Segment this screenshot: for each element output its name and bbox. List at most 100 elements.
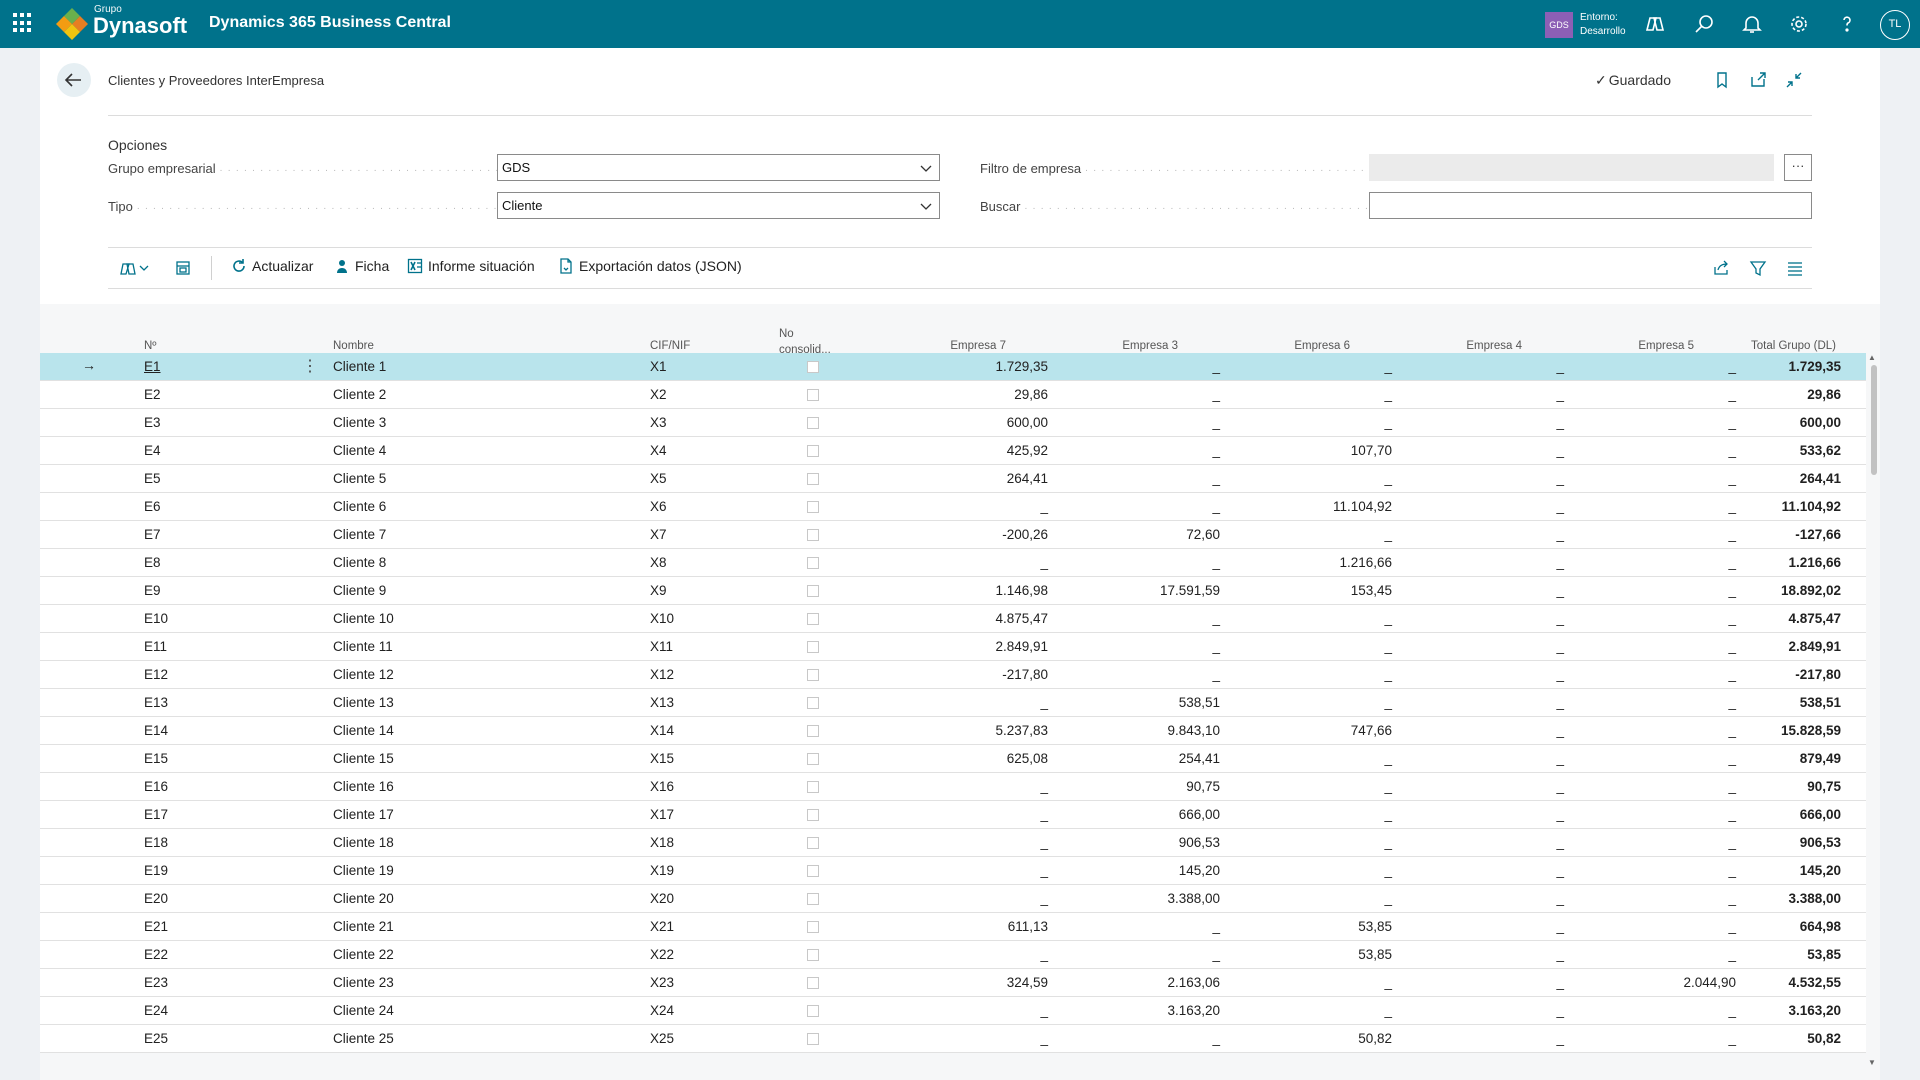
filtro-empresa-input[interactable] [1369,154,1774,181]
no-consolidado-checkbox[interactable] [807,837,819,849]
back-button[interactable] [57,63,91,97]
column-header-empresa-3[interactable]: Empresa 3 [1122,340,1178,352]
cell-no[interactable]: E23 [144,975,169,990]
cell-no[interactable]: E20 [144,891,169,906]
table-row[interactable]: E25 Cliente 25 X25 _ _ 50,82 _ _ 50,82 [40,1025,1866,1053]
user-avatar[interactable]: TL [1880,10,1910,40]
cell-no[interactable]: E11 [144,639,168,654]
column-header-total-grupo[interactable]: Total Grupo (DL) [1750,340,1836,352]
no-consolidado-checkbox[interactable] [807,529,819,541]
table-row[interactable]: E10 Cliente 10 X10 4.875,47 _ _ _ _ 4.87… [40,605,1866,633]
cell-no[interactable]: E5 [144,471,161,486]
cell-no[interactable]: E1 [144,359,161,374]
cell-no[interactable]: E14 [144,723,169,738]
no-consolidado-checkbox[interactable] [807,865,819,877]
no-consolidado-checkbox[interactable] [807,1005,819,1017]
cell-no[interactable]: E9 [144,583,161,598]
no-consolidado-checkbox[interactable] [807,361,819,373]
row-actions-icon[interactable]: ⋮ [302,358,318,375]
cell-no[interactable]: E18 [144,835,169,850]
table-row[interactable]: E23 Cliente 23 X23 324,59 2.163,06 _ _ 2… [40,969,1866,997]
cell-no[interactable]: E22 [144,947,169,962]
no-consolidado-checkbox[interactable] [807,445,819,457]
no-consolidado-checkbox[interactable] [807,669,819,681]
no-consolidado-checkbox[interactable] [807,781,819,793]
table-row[interactable]: E5 Cliente 5 X5 264,41 _ _ _ _ 264,41 [40,465,1866,493]
no-consolidado-checkbox[interactable] [807,557,819,569]
column-header-empresa-4[interactable]: Empresa 4 [1466,340,1522,352]
cell-no[interactable]: E24 [144,1003,169,1018]
app-launcher-icon[interactable] [13,13,33,33]
table-row[interactable]: E21 Cliente 21 X21 611,13 _ 53,85 _ _ 66… [40,913,1866,941]
cell-no[interactable]: E4 [144,443,161,458]
table-row[interactable]: E13 Cliente 13 X13 _ 538,51 _ _ _ 538,51 [40,689,1866,717]
cell-no[interactable]: E3 [144,415,161,430]
layout-toggle-icon[interactable] [175,260,191,276]
table-row[interactable]: E1 Cliente 1 X1 1.729,35 _ _ _ _ 1.729,3… [40,353,1866,381]
filter-icon[interactable] [1749,259,1767,277]
no-consolidado-checkbox[interactable] [807,725,819,737]
grupo-empresarial-select[interactable]: GDS [497,154,940,181]
cell-no[interactable]: E21 [144,919,169,934]
copilot-dropdown-icon[interactable] [120,260,150,276]
share-icon[interactable] [1712,259,1730,277]
table-row[interactable]: E17 Cliente 17 X17 _ 666,00 _ _ _ 666,00 [40,801,1866,829]
cell-no[interactable]: E12 [144,667,169,682]
app-title[interactable]: Dynamics 365 Business Central [209,14,451,31]
cell-no[interactable]: E25 [144,1031,169,1046]
column-header-empresa-5[interactable]: Empresa 5 [1638,340,1694,352]
table-row[interactable]: E2 Cliente 2 X2 29,86 _ _ _ _ 29,86 [40,381,1866,409]
no-consolidado-checkbox[interactable] [807,613,819,625]
search-icon[interactable] [1692,12,1716,36]
grid-scrollbar[interactable]: ▲ ▼ [1868,353,1878,1073]
gear-icon[interactable] [1787,12,1811,36]
table-row[interactable]: E11 Cliente 11 X11 2.849,91 _ _ _ _ 2.84… [40,633,1866,661]
table-row[interactable]: E18 Cliente 18 X18 _ 906,53 _ _ _ 906,53 [40,829,1866,857]
actualizar-button[interactable]: Actualizar [231,258,313,274]
no-consolidado-checkbox[interactable] [807,977,819,989]
no-consolidado-checkbox[interactable] [807,585,819,597]
column-header-nombre[interactable]: Nombre [333,340,374,352]
column-header-cif[interactable]: CIF/NIF [650,340,691,352]
no-consolidado-checkbox[interactable] [807,921,819,933]
cell-no[interactable]: E10 [144,611,169,626]
filtro-empresa-more-button[interactable]: ··· [1784,154,1812,181]
cell-no[interactable]: E8 [144,555,161,570]
bell-icon[interactable] [1740,12,1764,36]
bookmark-icon[interactable] [1712,70,1732,90]
buscar-input[interactable] [1369,192,1812,219]
cell-no[interactable]: E13 [144,695,169,710]
table-row[interactable]: E16 Cliente 16 X16 _ 90,75 _ _ _ 90,75 [40,773,1866,801]
open-new-window-icon[interactable] [1748,70,1768,90]
table-row[interactable]: E9 Cliente 9 X9 1.146,98 17.591,59 153,4… [40,577,1866,605]
no-consolidado-checkbox[interactable] [807,501,819,513]
table-row[interactable]: E24 Cliente 24 X24 _ 3.163,20 _ _ _ 3.16… [40,997,1866,1025]
table-row[interactable]: E22 Cliente 22 X22 _ _ 53,85 _ _ 53,85 [40,941,1866,969]
scroll-down-icon[interactable]: ▼ [1868,1058,1876,1067]
no-consolidado-checkbox[interactable] [807,1033,819,1045]
column-header-no[interactable]: Nº [144,340,157,352]
tipo-select[interactable]: Cliente [497,192,940,219]
cell-no[interactable]: E6 [144,499,161,514]
scroll-up-icon[interactable]: ▲ [1868,353,1876,362]
cell-no[interactable]: E16 [144,779,169,794]
table-row[interactable]: E4 Cliente 4 X4 425,92 _ 107,70 _ _ 533,… [40,437,1866,465]
table-row[interactable]: E6 Cliente 6 X6 _ _ 11.104,92 _ _ 11.104… [40,493,1866,521]
no-consolidado-checkbox[interactable] [807,641,819,653]
no-consolidado-checkbox[interactable] [807,809,819,821]
no-consolidado-checkbox[interactable] [807,697,819,709]
no-consolidado-checkbox[interactable] [807,949,819,961]
no-consolidado-checkbox[interactable] [807,417,819,429]
environment-label[interactable]: Entorno: Desarrollo [1580,11,1626,39]
copilot-icon[interactable] [1643,12,1667,36]
table-row[interactable]: E7 Cliente 7 X7 -200,26 72,60 _ _ _ -127… [40,521,1866,549]
column-header-empresa-7[interactable]: Empresa 7 [950,340,1006,352]
informe-situacion-button[interactable]: Informe situación [407,258,535,274]
table-row[interactable]: E20 Cliente 20 X20 _ 3.388,00 _ _ _ 3.38… [40,885,1866,913]
no-consolidado-checkbox[interactable] [807,473,819,485]
ficha-button[interactable]: Ficha [334,258,389,274]
no-consolidado-checkbox[interactable] [807,893,819,905]
exportacion-json-button[interactable]: Exportación datos (JSON) [558,258,742,274]
no-consolidado-checkbox[interactable] [807,389,819,401]
table-row[interactable]: E19 Cliente 19 X19 _ 145,20 _ _ _ 145,20 [40,857,1866,885]
